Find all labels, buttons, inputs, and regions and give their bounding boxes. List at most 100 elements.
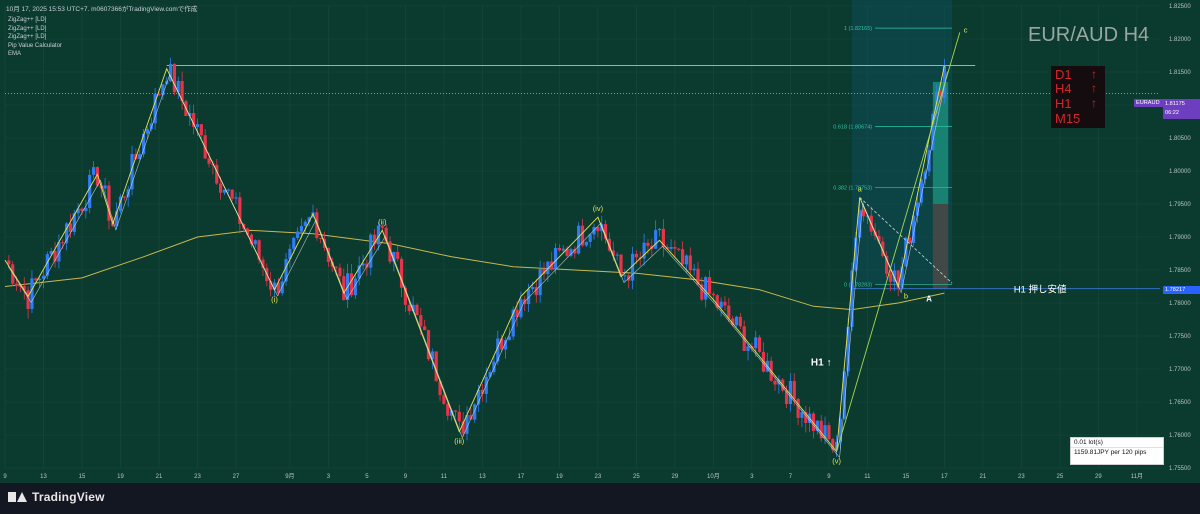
fib-label: 0.618 (1.80674) bbox=[833, 125, 872, 131]
bear-candle bbox=[646, 242, 650, 246]
indicator-zigzag-1[interactable]: ZigZag++ [LD] bbox=[8, 17, 47, 23]
x-tick-label: 15 bbox=[903, 474, 910, 480]
bear-candle bbox=[742, 326, 746, 351]
bear-candle bbox=[384, 227, 388, 242]
bear-candle bbox=[438, 381, 442, 396]
bull-candle bbox=[527, 289, 531, 305]
bull-candle bbox=[846, 326, 850, 372]
bear-candle bbox=[192, 113, 196, 127]
bear-candle bbox=[442, 395, 446, 404]
price-chart[interactable]: H1 押し安値 1 (1.82165) 0.618 (1.80674) 0.382 … bbox=[0, 0, 1200, 483]
bear-candle bbox=[326, 247, 330, 262]
x-tick-label: 23 bbox=[595, 474, 602, 480]
bull-candle bbox=[142, 133, 146, 155]
bear-candle bbox=[22, 285, 26, 291]
bear-candle bbox=[157, 93, 161, 96]
indicator-zigzag-2[interactable]: ZigZag++ [LD] bbox=[8, 25, 47, 32]
bull-candle bbox=[623, 275, 627, 277]
bull-candle bbox=[361, 263, 365, 266]
bull-candle bbox=[280, 281, 284, 294]
tradingview-logo[interactable]: TradingView bbox=[8, 490, 105, 504]
indicator-pip-calculator[interactable]: Pip Value Calculator bbox=[8, 42, 62, 49]
x-tick-label: 19 bbox=[117, 474, 124, 480]
bull-candle bbox=[815, 420, 819, 431]
y-tick-label: 1.79000 bbox=[1169, 235, 1191, 241]
wave-label: a bbox=[858, 184, 863, 193]
indicator-list: ZigZag++ [LD] ZigZag++ [LD] ZigZag++ [LD… bbox=[8, 16, 62, 59]
bear-candle bbox=[238, 197, 242, 224]
ema-path bbox=[4, 229, 945, 311]
bull-candle bbox=[850, 270, 854, 327]
bear-candle bbox=[315, 212, 319, 238]
bear-candle bbox=[596, 226, 600, 232]
indicator-ema[interactable]: EMA bbox=[8, 51, 22, 58]
bear-candle bbox=[80, 208, 84, 212]
tradingview-logo-icon bbox=[8, 492, 27, 502]
y-tick-label: 1.78500 bbox=[1169, 268, 1191, 274]
bear-candle bbox=[7, 260, 11, 265]
x-tick-label: 21 bbox=[156, 474, 163, 480]
bull-candle bbox=[222, 189, 227, 193]
y-tick-label: 1.82000 bbox=[1169, 37, 1191, 43]
x-tick-label: 13 bbox=[40, 474, 47, 480]
y-tick-label: 1.81500 bbox=[1169, 70, 1191, 76]
bear-candle bbox=[14, 283, 19, 286]
bull-candle bbox=[900, 266, 904, 288]
bull-candle bbox=[450, 410, 454, 416]
bull-candle bbox=[569, 249, 573, 256]
bull-candle bbox=[669, 247, 673, 249]
bear-candle bbox=[338, 267, 342, 277]
bull-candle bbox=[546, 261, 550, 275]
bear-candle bbox=[342, 276, 346, 301]
bear-candle bbox=[446, 403, 450, 416]
bear-candle bbox=[580, 225, 585, 246]
bull-candle bbox=[65, 223, 69, 244]
bull-candle bbox=[923, 171, 927, 180]
fib-label: 0.382 (1.79753) bbox=[833, 185, 872, 191]
bear-candle bbox=[773, 380, 777, 385]
x-tick-label: 25 bbox=[633, 474, 640, 480]
bull-candle bbox=[307, 217, 311, 222]
support-price-tag: 1.78217 bbox=[1163, 286, 1200, 294]
fib-label: 0 (1.78283) bbox=[844, 282, 872, 288]
x-tick-label: 19 bbox=[556, 474, 563, 480]
bear-candle bbox=[534, 287, 538, 296]
bull-candle bbox=[138, 154, 142, 159]
tf-h1: H1 bbox=[1055, 96, 1072, 111]
tf-d1: D1 bbox=[1055, 67, 1072, 82]
bear-candle bbox=[380, 225, 384, 228]
pip-value: 1159.81JPY per 120 pips bbox=[1074, 449, 1147, 456]
bear-candle bbox=[407, 304, 411, 312]
pip-value-box: 0.01 lot(s) 1159.81JPY per 120 pips bbox=[1070, 437, 1164, 465]
x-tick-label: 23 bbox=[194, 474, 201, 480]
bear-candle bbox=[896, 270, 900, 288]
bull-candle bbox=[657, 228, 662, 231]
up-arrow-icon: ↑ bbox=[1091, 81, 1097, 95]
bear-candle bbox=[480, 389, 484, 394]
x-tick-label: 17 bbox=[518, 474, 525, 480]
bear-candle bbox=[604, 224, 608, 239]
bear-candle bbox=[819, 420, 823, 439]
bull-candle bbox=[126, 189, 130, 198]
indicator-zigzag-3[interactable]: ZigZag++ [LD] bbox=[8, 34, 47, 41]
bull-candle bbox=[588, 234, 592, 242]
y-tick-label: 1.76500 bbox=[1169, 400, 1191, 406]
bull-candle bbox=[476, 389, 481, 405]
bull-candle bbox=[835, 441, 839, 450]
bull-candle bbox=[272, 282, 277, 290]
time-axis[interactable]: 9 13 15 19 21 23 27 9月 3 5 9 11 13 17 19 23 25 29 10月 3 7 9 11… bbox=[3, 473, 1143, 480]
bull-candle bbox=[842, 371, 846, 419]
bear-candle bbox=[18, 285, 22, 287]
x-tick-label: 21 bbox=[980, 474, 987, 480]
bear-candle bbox=[349, 273, 354, 296]
bull-candle bbox=[912, 215, 916, 243]
bull-candle bbox=[492, 361, 496, 373]
price-axis[interactable]: 1.75500 1.76000 1.76500 1.77000 1.77500 1.780… bbox=[1160, 0, 1200, 483]
bull-candle bbox=[704, 277, 708, 300]
bull-candle bbox=[103, 185, 107, 189]
bear-candle bbox=[453, 410, 458, 412]
bear-candle bbox=[461, 421, 465, 434]
bull-candle bbox=[145, 129, 150, 134]
x-tick-label: 3 bbox=[750, 474, 754, 480]
bear-candle bbox=[888, 273, 893, 282]
